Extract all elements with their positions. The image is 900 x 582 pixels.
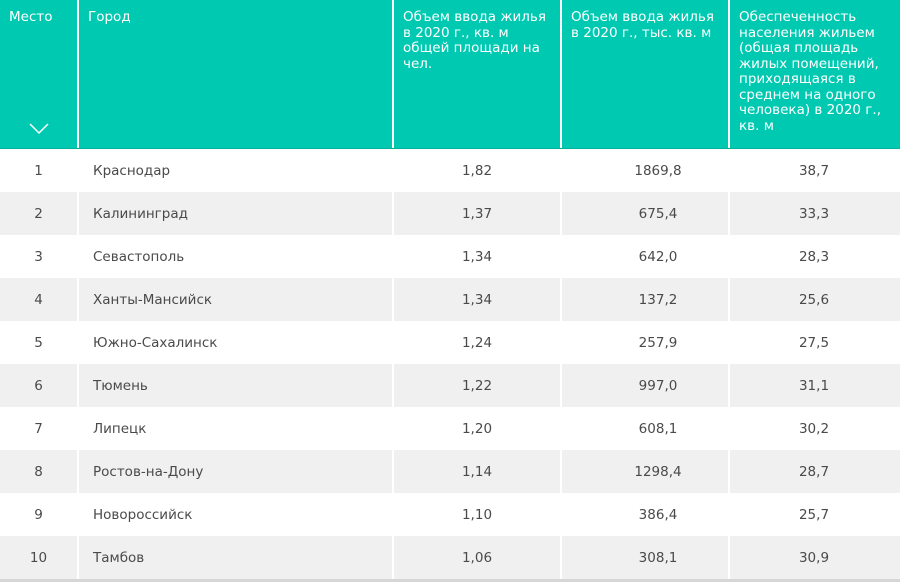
table-row: 6 Тюмень 1,22 997,0 31,1 [0,364,900,407]
rank-cell: 7 [0,407,79,450]
column-header-label: Место [9,9,53,25]
rank-cell: 5 [0,321,79,364]
per-capita-cell: 1,10 [394,493,562,536]
volume-cell: 997,0 [562,364,730,407]
column-header-volume[interactable]: Объем ввода жилья в 2020 г., тыс. кв. м [562,0,730,148]
volume-cell: 308,1 [562,536,730,579]
rank-cell: 2 [0,192,79,235]
rank-cell: 9 [0,493,79,536]
city-cell: Ханты-Мансийск [79,278,394,321]
supply-cell: 28,3 [798,248,830,265]
volume-cell: 386,4 [562,493,730,536]
per-capita-cell: 1,82 [394,149,562,192]
per-capita-cell: 1,37 [394,192,562,235]
rank-cell: 1 [0,149,79,192]
supply-cell: 25,7 [798,506,830,523]
table-header: Место Город Объем ввода жилья в 2020 г.,… [0,0,900,149]
per-capita-cell: 1,22 [394,364,562,407]
city-cell: Новороссийск [79,493,394,536]
table-row: 2 Калининград 1,37 675,4 33,3 [0,192,900,235]
table-body: 1 Краснодар 1,82 1869,8 38,7 2 Калининград 1,37… [0,149,900,579]
table-row: 10 Тамбов 1,06 308,1 30,9 [0,536,900,579]
city-cell: Краснодар [79,149,394,192]
supply-cell: 38,7 [798,162,830,179]
column-header-label: Объем ввода жилья в 2020 г., тыс. кв. м [571,9,714,41]
supply-cell: 28,7 [798,463,830,480]
per-capita-cell: 1,34 [394,235,562,278]
chevron-down-icon[interactable] [29,123,49,135]
supply-cell: 25,6 [798,291,830,308]
volume-cell: 1869,8 [562,149,730,192]
column-header-label: Объем ввода жилья в 2020 г., кв. м общей… [403,9,546,72]
column-header-city[interactable]: Город [79,0,394,148]
table-row: 5 Южно-Сахалинск 1,24 257,9 27,5 [0,321,900,364]
column-header-label: Обеспеченность населения жильем (общая п… [739,9,881,134]
supply-cell: 31,1 [798,377,830,394]
supply-cell: 33,3 [798,205,830,222]
supply-cell: 27,5 [798,334,830,351]
city-cell: Липецк [79,407,394,450]
city-cell: Севастополь [79,235,394,278]
rank-cell: 4 [0,278,79,321]
volume-cell: 257,9 [562,321,730,364]
per-capita-cell: 1,34 [394,278,562,321]
volume-cell: 642,0 [562,235,730,278]
column-header-supply[interactable]: Обеспеченность населения жильем (общая п… [730,0,898,148]
volume-cell: 608,1 [562,407,730,450]
table-row: 9 Новороссийск 1,10 386,4 25,7 [0,493,900,536]
city-cell: Тюмень [79,364,394,407]
volume-cell: 675,4 [562,192,730,235]
city-cell: Ростов-на-Дону [79,450,394,493]
city-cell: Тамбов [79,536,394,579]
volume-cell: 137,2 [562,278,730,321]
rank-cell: 3 [0,235,79,278]
rank-cell: 10 [0,536,79,579]
column-header-per-capita[interactable]: Объем ввода жилья в 2020 г., кв. м общей… [394,0,562,148]
table-row: 1 Краснодар 1,82 1869,8 38,7 [0,149,900,192]
table-row: 8 Ростов-на-Дону 1,14 1298,4 28,7 [0,450,900,493]
city-cell: Южно-Сахалинск [79,321,394,364]
supply-cell: 30,9 [798,549,830,566]
per-capita-cell: 1,14 [394,450,562,493]
per-capita-cell: 1,24 [394,321,562,364]
city-cell: Калининград [79,192,394,235]
column-header-rank[interactable]: Место [0,0,79,148]
table-row: 3 Севастополь 1,34 642,0 28,3 [0,235,900,278]
supply-cell: 30,2 [798,420,830,437]
rank-cell: 8 [0,450,79,493]
column-header-label: Город [88,9,131,25]
table-row: 7 Липецк 1,20 608,1 30,2 [0,407,900,450]
table-row: 4 Ханты-Мансийск 1,34 137,2 25,6 [0,278,900,321]
per-capita-cell: 1,20 [394,407,562,450]
volume-cell: 1298,4 [562,450,730,493]
per-capita-cell: 1,06 [394,536,562,579]
rank-cell: 6 [0,364,79,407]
